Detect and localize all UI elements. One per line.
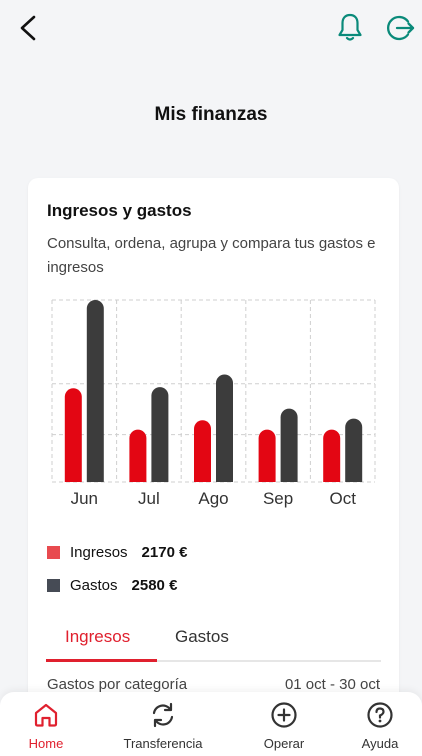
card-subtitle: Consulta, ordena, agrupa y compara tus g… xyxy=(47,235,376,276)
notifications-button[interactable] xyxy=(334,10,366,44)
bar-gastos-sep xyxy=(280,408,298,482)
tabs-divider xyxy=(46,660,381,662)
card-title: Ingresos y gastos xyxy=(47,201,192,220)
home-icon xyxy=(34,703,58,727)
x-tick-label: Jul xyxy=(138,489,160,508)
back-button[interactable] xyxy=(12,12,44,44)
bar-ingresos-sep xyxy=(258,429,276,482)
logout-button[interactable] xyxy=(384,11,418,45)
bell-icon xyxy=(338,13,362,41)
legend-value-gastos: 2580 € xyxy=(131,576,178,594)
tab-gastos[interactable]: Gastos xyxy=(175,627,229,646)
finance-card: Ingresos y gastos Consulta, ordena, agru… xyxy=(28,178,399,756)
bar-ingresos-jul xyxy=(129,429,147,482)
x-tick-label: Ago xyxy=(198,489,228,508)
tab-active-indicator xyxy=(46,659,157,662)
income-expense-chart[interactable]: Jun Jul Ago Sep Oct xyxy=(50,298,380,518)
help-circle-icon xyxy=(367,702,393,728)
logout-icon xyxy=(386,15,415,41)
legend-gastos: Gastos 2580 € xyxy=(47,575,177,595)
nav-operate[interactable]: Operar xyxy=(254,692,314,756)
bar-gastos-jun xyxy=(86,300,104,482)
legend-label-gastos: Gastos xyxy=(70,576,118,594)
bar-gastos-jul xyxy=(151,387,169,482)
legend-label-ingresos: Ingresos xyxy=(70,543,128,561)
nav-help-label: Ayuda xyxy=(361,736,399,751)
nav-help[interactable]: Ayuda xyxy=(350,692,410,756)
refresh-icon xyxy=(152,702,174,728)
nav-operate-label: Operar xyxy=(263,736,305,751)
bar-ingresos-jun xyxy=(64,388,82,482)
tab-ingresos[interactable]: Ingresos xyxy=(65,627,131,646)
nav-transfer-label: Transferencia xyxy=(123,736,203,751)
nav-home-label: Home xyxy=(28,736,64,751)
x-tick-label: Jun xyxy=(71,489,98,508)
bottom-navigation: Home Transferencia Operar xyxy=(0,692,422,756)
legend-swatch-ingresos xyxy=(47,545,60,559)
bar-gastos-oct xyxy=(345,418,363,482)
x-tick-label: Sep xyxy=(263,489,293,508)
plus-circle-icon xyxy=(271,702,297,728)
bar-gastos-ago xyxy=(216,374,233,482)
bar-ingresos-ago xyxy=(194,420,211,482)
chevron-left-icon xyxy=(20,15,36,41)
x-tick-label: Oct xyxy=(329,489,356,508)
category-date-range[interactable]: 01 oct - 30 oct xyxy=(284,676,380,693)
page-title: Mis finanzas xyxy=(154,104,268,125)
top-bar xyxy=(0,0,422,56)
nav-transfer[interactable]: Transferencia xyxy=(113,692,213,756)
legend-swatch-gastos xyxy=(47,578,60,592)
category-label: Gastos por categoría xyxy=(47,676,188,693)
nav-home[interactable]: Home xyxy=(22,692,70,756)
legend-value-ingresos: 2170 € xyxy=(141,543,188,561)
bar-ingresos-oct xyxy=(323,429,341,482)
legend-ingresos: Ingresos 2170 € xyxy=(47,542,187,562)
